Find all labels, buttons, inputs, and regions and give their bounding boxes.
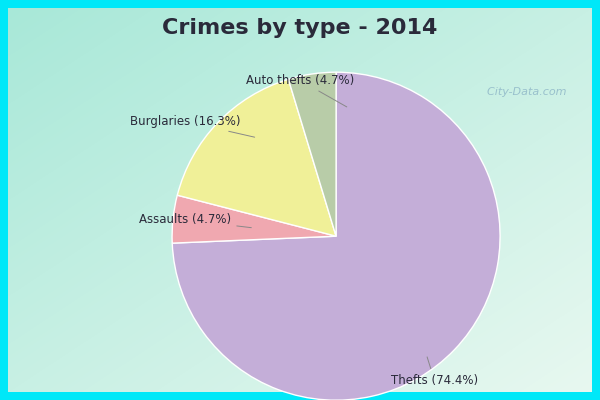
Text: Crimes by type - 2014: Crimes by type - 2014 [163,18,437,38]
Wedge shape [289,72,336,236]
Wedge shape [172,195,336,243]
Text: Burglaries (16.3%): Burglaries (16.3%) [130,115,254,137]
Text: Thefts (74.4%): Thefts (74.4%) [391,357,478,387]
Text: Assaults (4.7%): Assaults (4.7%) [139,213,251,228]
Text: Auto thefts (4.7%): Auto thefts (4.7%) [246,74,354,107]
Wedge shape [172,72,500,400]
Text: City-Data.com: City-Data.com [480,87,566,97]
Wedge shape [177,79,336,236]
